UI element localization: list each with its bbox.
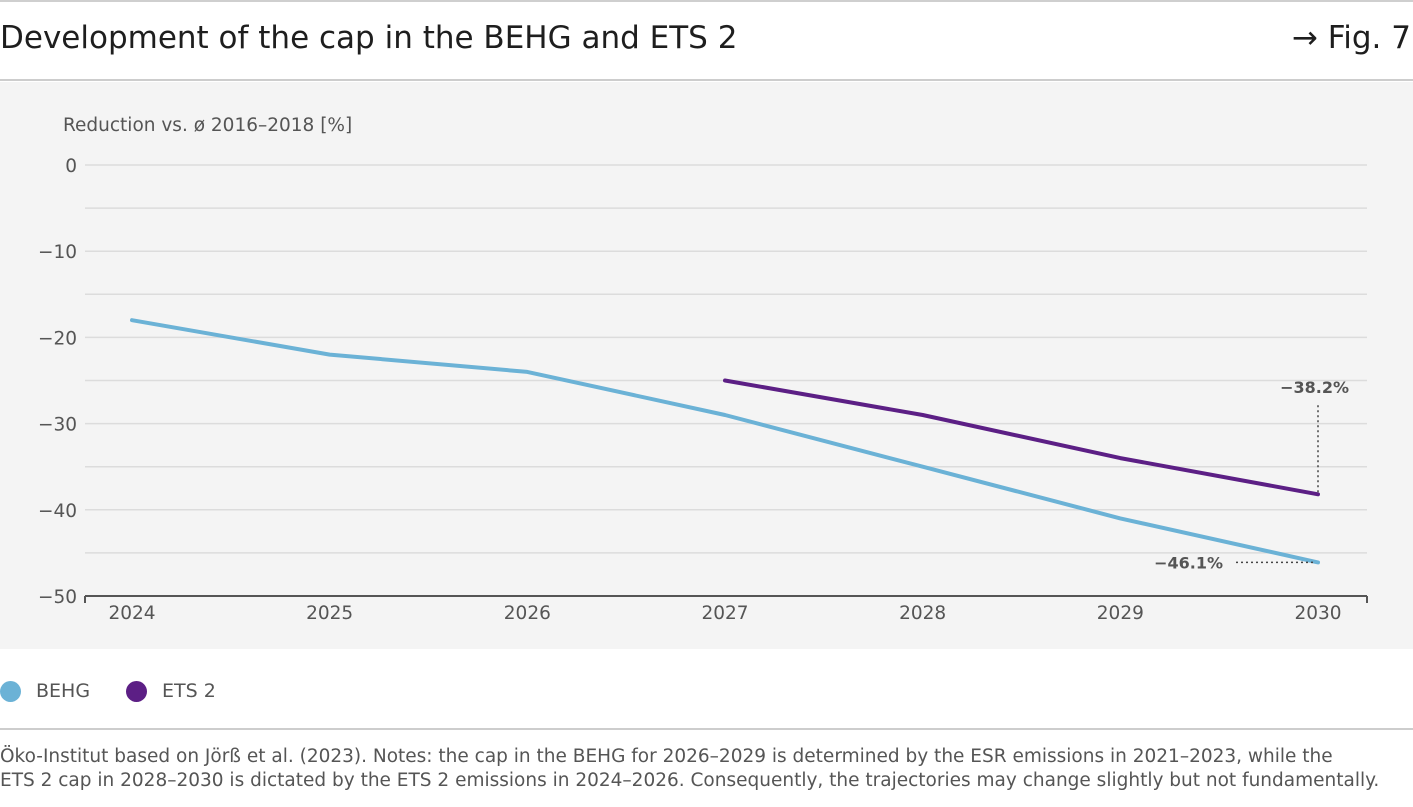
x-tick-label: 2025 [306,603,353,624]
series-line-ets2 [723,378,1320,497]
x-axis: 2024 2025 2026 2027 2028 2029 2030 [84,595,1368,624]
series-line-behg [130,318,1320,565]
top-rule [0,0,1413,2]
x-tick-label: 2027 [701,603,748,624]
figure-title: Development of the cap in the BEHG and E… [0,20,738,56]
source-line-2: ETS 2 cap in 2028–2030 is dictated by th… [0,770,1380,791]
x-tick-label: 2029 [1097,603,1144,624]
line-chart: Reduction vs. ø 2016–2018 [%] 0 −10 −20 −30… [38,115,1368,624]
annotations: −38.2% −46.1% [1154,378,1349,572]
series-lines [130,318,1320,565]
y-tick-label: 0 [65,156,77,177]
figure-reference[interactable]: → Fig. 7 [1291,20,1411,56]
y-tick-label: −20 [38,328,77,349]
annotation-label-ets2: −38.2% [1280,378,1349,397]
x-tick-label: 2028 [899,603,946,624]
gridlines [85,164,1367,554]
source-line-1: Öko-Institut based on Jörß et al. (2023)… [0,746,1333,767]
y-tick-label: −30 [38,415,77,436]
legend-swatch-behg [0,681,21,702]
x-tick-label: 2030 [1294,603,1341,624]
x-tick-label: 2026 [504,603,551,624]
legend-divider [0,728,1413,730]
annotation-label-behg: −46.1% [1154,553,1223,572]
y-axis-label: Reduction vs. ø 2016–2018 [%] [63,115,352,136]
legend-label-behg: BEHG [36,680,91,702]
source-note: Öko-Institut based on Jörß et al. (2023)… [0,745,1413,793]
figure-header: Development of the cap in the BEHG and E… [0,14,1413,64]
x-tick-label: 2024 [108,603,155,624]
header-divider [0,79,1413,81]
chart-panel [0,82,1413,649]
legend-swatch-ets2 [126,681,147,702]
legend-label-ets2: ETS 2 [162,680,216,702]
y-tick-label: −10 [38,242,77,263]
y-tick-label: −40 [38,501,77,522]
y-tick-label: −50 [38,587,77,608]
y-axis-ticks: 0 −10 −20 −30 −40 −50 [38,156,77,608]
